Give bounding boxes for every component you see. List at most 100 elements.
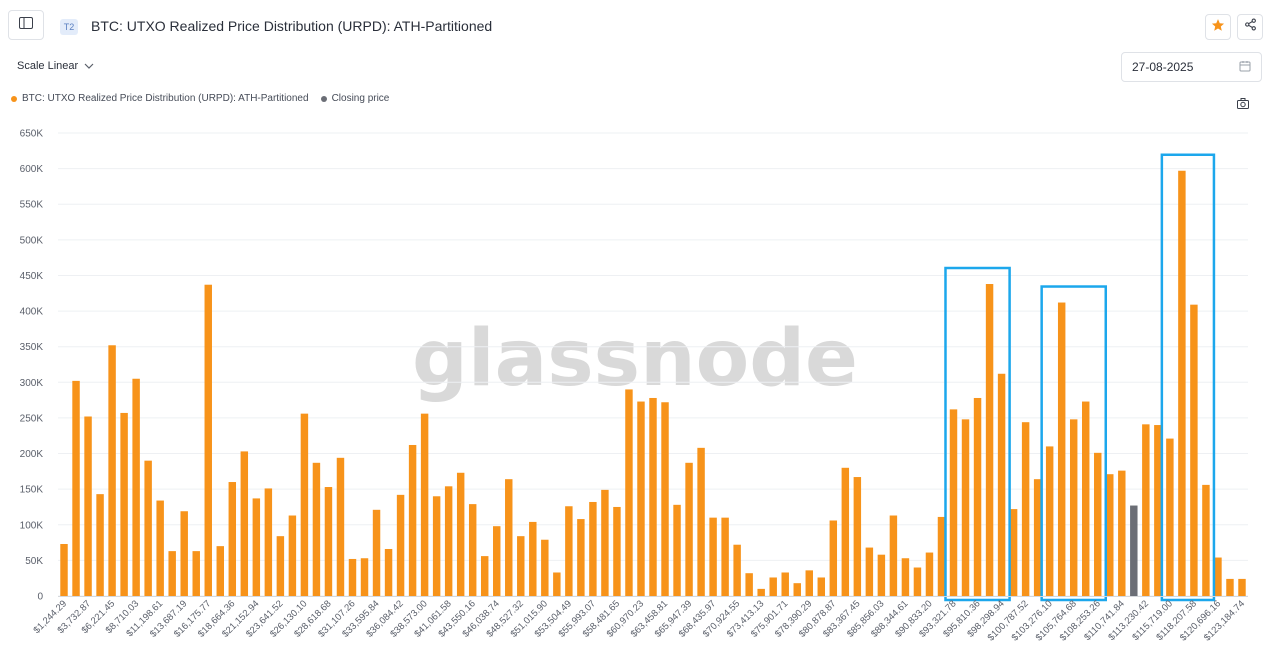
urpd-bar[interactable] [60, 544, 68, 596]
scale-select[interactable]: Scale Linear [17, 60, 94, 72]
urpd-bar[interactable] [288, 515, 297, 596]
urpd-bar[interactable] [1178, 170, 1186, 596]
legend-item-closing-price[interactable]: Closing price [320, 93, 389, 104]
urpd-bar[interactable] [649, 397, 657, 596]
urpd-bar[interactable] [697, 447, 705, 596]
urpd-bar[interactable] [529, 521, 537, 596]
urpd-bar[interactable] [240, 451, 249, 596]
urpd-bar[interactable] [1069, 419, 1078, 596]
urpd-bar[interactable] [360, 558, 369, 596]
urpd-bar[interactable] [1166, 438, 1174, 596]
urpd-bar[interactable] [228, 482, 237, 596]
urpd-bar[interactable] [793, 583, 801, 596]
urpd-bar[interactable] [1082, 401, 1090, 596]
favorite-button[interactable] [1205, 14, 1231, 40]
urpd-bar[interactable] [300, 413, 309, 596]
urpd-bar[interactable] [192, 551, 200, 596]
urpd-bar[interactable] [925, 552, 934, 596]
urpd-bar[interactable] [589, 501, 597, 596]
urpd-bar[interactable] [541, 539, 549, 596]
urpd-bar[interactable] [745, 573, 753, 596]
urpd-bar[interactable] [961, 419, 970, 596]
urpd-bar[interactable] [733, 544, 741, 596]
urpd-bar[interactable] [805, 570, 813, 596]
urpd-bar[interactable] [420, 413, 429, 596]
urpd-bar[interactable] [1142, 424, 1150, 596]
urpd-bar[interactable] [96, 494, 104, 596]
urpd-bar[interactable] [853, 477, 862, 596]
urpd-bar[interactable] [637, 401, 645, 596]
urpd-bar[interactable] [901, 558, 910, 596]
urpd-bar[interactable] [72, 380, 80, 596]
urpd-bar[interactable] [1214, 557, 1222, 596]
urpd-bar[interactable] [493, 526, 501, 596]
urpd-bar[interactable] [985, 284, 994, 596]
sidebar-toggle-button[interactable] [8, 10, 44, 40]
urpd-bar[interactable] [877, 554, 886, 596]
urpd-bar[interactable] [1202, 484, 1210, 596]
share-button[interactable] [1237, 14, 1263, 40]
urpd-bar[interactable] [372, 509, 381, 596]
urpd-bar[interactable] [216, 546, 224, 596]
urpd-bar[interactable] [132, 378, 140, 596]
urpd-bar[interactable] [108, 345, 116, 596]
urpd-bar[interactable] [1021, 422, 1030, 596]
urpd-bar[interactable] [1045, 446, 1054, 596]
urpd-bar[interactable] [517, 536, 525, 596]
date-picker[interactable]: 27-08-2025 [1121, 52, 1262, 82]
urpd-bar[interactable] [1190, 304, 1198, 596]
urpd-bar[interactable] [505, 479, 513, 596]
urpd-bar[interactable] [865, 547, 874, 596]
urpd-bar[interactable] [312, 462, 321, 596]
urpd-bar[interactable] [1226, 578, 1234, 596]
urpd-bar[interactable] [613, 506, 621, 596]
urpd-bar[interactable] [204, 284, 212, 596]
urpd-bar[interactable] [252, 498, 261, 596]
urpd-bar[interactable] [997, 373, 1006, 596]
urpd-bar[interactable] [673, 504, 681, 596]
urpd-bar[interactable] [817, 577, 826, 596]
urpd-bar[interactable] [396, 494, 405, 596]
urpd-bar[interactable] [1094, 452, 1102, 596]
urpd-bar[interactable] [120, 412, 128, 596]
urpd-bar[interactable] [456, 472, 465, 596]
urpd-bar[interactable] [168, 551, 176, 596]
urpd-bar[interactable] [144, 460, 152, 596]
urpd-bar[interactable] [889, 515, 898, 596]
urpd-bar[interactable] [324, 487, 333, 596]
urpd-bar[interactable] [769, 577, 777, 596]
urpd-bar[interactable] [781, 572, 789, 596]
urpd-bar[interactable] [384, 548, 393, 596]
urpd-bar[interactable] [601, 489, 609, 596]
urpd-bar[interactable] [949, 409, 958, 596]
urpd-bar[interactable] [1118, 470, 1126, 596]
urpd-bar[interactable] [841, 467, 850, 596]
urpd-bar[interactable] [1057, 302, 1066, 596]
urpd-bar[interactable] [685, 462, 693, 596]
urpd-bar[interactable] [468, 504, 477, 596]
closing-price-bar[interactable] [1130, 505, 1138, 596]
legend-item-urpd[interactable]: BTC: UTXO Realized Price Distribution (U… [11, 93, 309, 104]
urpd-bar[interactable] [973, 397, 982, 596]
urpd-bar[interactable] [829, 520, 838, 596]
urpd-bar[interactable] [913, 567, 922, 596]
urpd-bar[interactable] [480, 556, 489, 596]
urpd-bar[interactable] [553, 572, 561, 596]
urpd-bar[interactable] [661, 402, 669, 596]
urpd-bar[interactable] [1154, 425, 1162, 596]
urpd-bar[interactable] [1238, 578, 1246, 596]
urpd-bar[interactable] [264, 488, 273, 596]
urpd-bar[interactable] [1033, 479, 1042, 596]
urpd-bar[interactable] [432, 496, 441, 596]
urpd-bar[interactable] [348, 558, 357, 596]
urpd-bar[interactable] [1009, 509, 1018, 596]
urpd-bar[interactable] [709, 517, 717, 596]
urpd-bar[interactable] [565, 506, 573, 596]
urpd-bar[interactable] [336, 457, 345, 596]
urpd-bar[interactable] [577, 519, 585, 596]
screenshot-button[interactable] [1237, 96, 1249, 114]
urpd-bar[interactable] [408, 444, 417, 596]
urpd-bar[interactable] [937, 516, 946, 596]
urpd-bar[interactable] [1106, 474, 1114, 596]
urpd-bar[interactable] [444, 486, 453, 596]
